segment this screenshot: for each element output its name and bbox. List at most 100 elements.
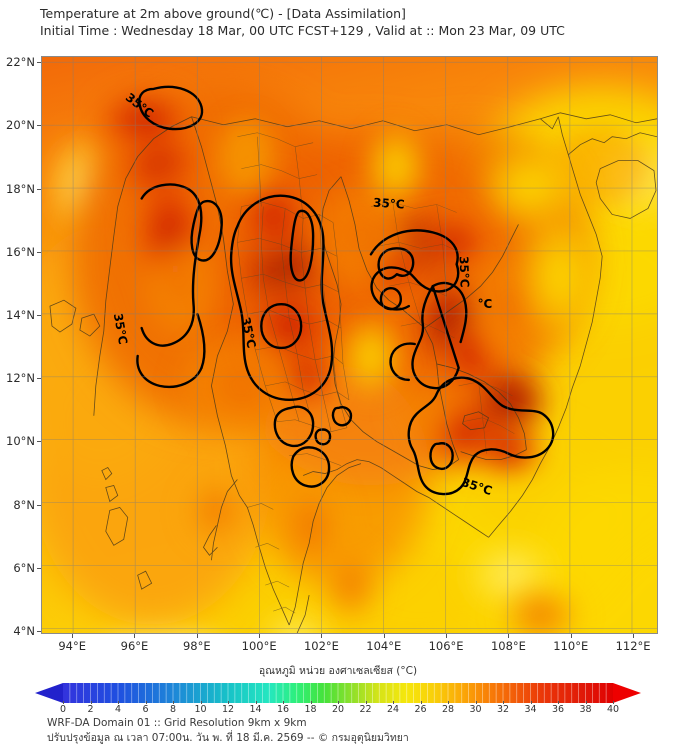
colorbar-tick-label: 20 — [331, 704, 345, 715]
x-tick-mark — [72, 634, 74, 638]
y-tick-mark — [37, 188, 41, 190]
colorbar-over-arrow — [613, 683, 641, 703]
colorbar-tick-mark — [90, 701, 92, 704]
colorbar-tick-label: 14 — [249, 704, 262, 715]
svg-text:35°C: 35°C — [373, 196, 405, 212]
x-tick-label: 110°E — [553, 639, 589, 653]
colorbar-tick-mark — [255, 701, 257, 704]
y-tick-mark — [37, 314, 41, 316]
colorbar-tick-label: 18 — [304, 704, 317, 715]
x-tick-label: 104°E — [366, 639, 402, 653]
colorbar-tick-mark — [173, 701, 174, 704]
colorbar-tick-label: 30 — [469, 704, 482, 715]
colorbar-svg — [35, 683, 641, 703]
x-tick-label: 96°E — [120, 639, 149, 653]
colorbar-tick-mark — [503, 701, 504, 704]
colorbar-tick-label: 4 — [114, 704, 122, 715]
y-tick-mark — [37, 62, 41, 64]
colorbar-tick-label: 2 — [87, 704, 94, 715]
x-tick-mark — [134, 634, 136, 638]
x-tick-label: 106°E — [428, 639, 464, 653]
colorbar-tick-mark — [228, 701, 229, 704]
colorbar-tick-label: 34 — [524, 704, 537, 715]
colorbar-strip[interactable] — [35, 682, 641, 704]
colorbar-tick-label: 0 — [59, 704, 67, 715]
colorbar-tick-label: 28 — [441, 704, 455, 715]
footer-block: WRF-DA Domain 01 :: Grid Resolution 9km … — [47, 716, 647, 746]
y-tick-label: 14°N — [6, 307, 35, 322]
map-plot-wrapper: 35°C 35°C 35°C 35°C 35°C °C 35°C — [6, 55, 658, 653]
x-tick-mark — [508, 634, 510, 638]
colorbar-tick-mark — [118, 701, 119, 704]
colorbar-tick-mark — [585, 701, 587, 704]
colorbar-tick-label: 40 — [606, 704, 620, 715]
x-tick-mark — [196, 634, 198, 638]
y-tick-label: 12°N — [6, 371, 35, 386]
x-tick-label: 98°E — [182, 639, 211, 653]
temperature-map[interactable]: 35°C 35°C 35°C 35°C 35°C °C 35°C — [41, 56, 658, 634]
x-tick-mark — [259, 634, 261, 638]
y-tick-mark — [37, 567, 41, 569]
y-tick-label: 4°N — [13, 623, 35, 638]
x-tick-mark — [570, 634, 572, 638]
colorbar-tick-mark — [200, 701, 202, 704]
colorbar-tick-mark — [338, 701, 339, 704]
page-title: Temperature at 2m above ground(℃) - [Dat… — [40, 6, 406, 21]
svg-text:°C: °C — [478, 297, 493, 311]
x-tick-label: 94°E — [58, 639, 86, 653]
colorbar-tick-mark — [393, 701, 394, 704]
y-tick-label: 6°N — [13, 560, 35, 575]
footer-credit: ปรับปรุงข้อมูล ณ เวลา 07:00น. วัน พ. ที่… — [47, 732, 409, 744]
colorbar-tick-mark — [448, 701, 449, 704]
chart-title-block: Temperature at 2m above ground(℃) - [Dat… — [40, 5, 660, 39]
x-tick-mark — [321, 634, 323, 638]
colorbar-tick-label: 22 — [359, 704, 372, 715]
colorbar-title: อุณหภูมิ หน่วย องศาเซลเซียส (°C) — [258, 665, 418, 677]
map-canvas: 35°C 35°C 35°C 35°C 35°C °C 35°C — [42, 57, 657, 633]
colorbar-tick-mark — [613, 701, 614, 704]
colorbar-tick-mark — [310, 701, 312, 704]
colorbar-tick-label: 36 — [551, 704, 565, 715]
colorbar-tick-label: 6 — [142, 704, 149, 715]
colorbar-tick-mark — [530, 701, 532, 704]
colorbar-tick-mark — [558, 701, 559, 704]
y-tick-label: 22°N — [6, 55, 35, 70]
svg-text:35°C: 35°C — [111, 312, 130, 345]
colorbar-tick-mark — [365, 701, 367, 704]
colorbar-ticks: 0 2 4 6 8 10 12 14 16 18 20 22 24 26 28 30 32 34 36 38 40 — [35, 701, 641, 720]
x-tick-mark — [446, 634, 448, 638]
y-tick-mark — [37, 441, 41, 443]
colorbar-tick-mark — [475, 701, 477, 704]
colorbar-tick-mark — [420, 701, 422, 704]
y-tick-label: 16°N — [6, 244, 35, 259]
x-tick-mark — [383, 634, 385, 638]
y-tick-label: 20°N — [6, 118, 35, 133]
y-tick-label: 10°N — [6, 434, 35, 449]
y-tick-mark — [37, 630, 41, 632]
footer-domain-info: WRF-DA Domain 01 :: Grid Resolution 9km … — [47, 717, 307, 729]
map-gridlines — [42, 57, 657, 633]
x-tick-label: 112°E — [615, 639, 651, 653]
x-tick-label: 108°E — [490, 639, 526, 653]
colorbar-block: อุณหภูมิ หน่วย องศาเซลเซียส (°C) 0 2 4 6 8 10… — [0, 662, 676, 720]
y-tick-mark — [37, 125, 41, 127]
x-tick-label: 100°E — [241, 639, 277, 653]
colorbar-tick-mark — [283, 701, 284, 704]
colorbar-tick-label: 8 — [169, 704, 177, 715]
svg-text:35°C: 35°C — [238, 316, 258, 350]
colorbar-tick-label: 12 — [221, 704, 235, 715]
y-tick-label: 8°N — [13, 497, 35, 512]
colorbar-tick-label: 32 — [496, 704, 510, 715]
x-tick-mark — [633, 634, 635, 638]
contour-35c — [136, 85, 555, 496]
colorbar-tick-label: 24 — [386, 704, 400, 715]
colorbar-tick-label: 10 — [194, 704, 207, 715]
chart-subtitle: Initial Time : Wednesday 18 Mar, 00 UTC … — [40, 23, 565, 38]
colorbar-tick-mark — [145, 701, 147, 704]
y-tick-mark — [37, 251, 41, 253]
colorbar-tick-mark — [63, 701, 64, 704]
colorbar-tick-label: 38 — [579, 704, 592, 715]
y-tick-mark — [37, 504, 41, 506]
svg-text:35°C: 35°C — [457, 256, 472, 288]
colorbar-tick-label: 26 — [414, 704, 427, 715]
